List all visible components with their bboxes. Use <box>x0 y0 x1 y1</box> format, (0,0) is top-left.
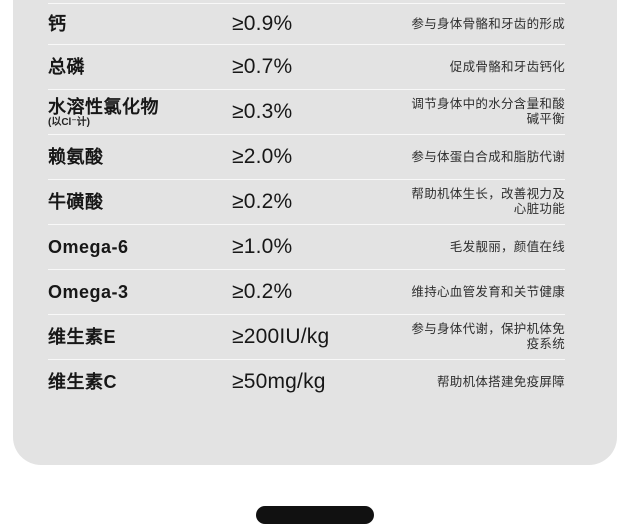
nutrient-benefit: 毛发靓丽，颜值在线 <box>449 239 565 254</box>
table-row-vitamin-c: 维生素C ≥50mg/kg 帮助机体搭建免疫屏障 <box>48 359 565 404</box>
nutrient-name: Omega-3 <box>48 282 129 302</box>
nutrient-name: 水溶性氯化物 <box>48 96 159 117</box>
nutrient-name-cell: 赖氨酸 <box>48 147 232 167</box>
next-section-card-edge <box>256 506 374 524</box>
nutrient-name: 总磷 <box>48 57 85 77</box>
nutrient-value: ≥0.7% <box>232 55 293 78</box>
nutrient-value: ≥0.9% <box>232 12 293 35</box>
nutrient-benefit: 参与体蛋白合成和脂肪代谢 <box>411 149 565 164</box>
nutrient-benefit: 维持心血管发育和关节健康 <box>411 284 565 299</box>
nutrient-benefit: 调节身体中的水分含量和酸 碱平衡 <box>411 97 565 126</box>
nutrient-name-cell: 钙 <box>48 14 232 34</box>
nutrient-name-cell: Omega-3 <box>48 282 232 302</box>
nutrient-name-cell: 维生素C <box>48 372 232 392</box>
nutrient-benefit: 促成骨骼和牙齿钙化 <box>449 59 565 74</box>
table-row-chloride: 水溶性氯化物 (以Cl⁻计) ≥0.3% 调节身体中的水分含量和酸 碱平衡 <box>48 89 565 134</box>
nutrient-value: ≥2.0% <box>232 145 293 168</box>
nutrient-value: ≥1.0% <box>232 235 293 258</box>
nutrient-name: 钙 <box>48 14 67 34</box>
nutrient-name-cell: 水溶性氯化物 (以Cl⁻计) <box>48 97 232 128</box>
nutrient-value: ≥0.2% <box>232 280 293 303</box>
nutrient-value: ≥200IU/kg <box>232 325 330 348</box>
nutrient-name-cell: Omega-6 <box>48 237 232 257</box>
nutrient-name: 赖氨酸 <box>48 147 104 167</box>
table-row-vitamin-e: 维生素E ≥200IU/kg 参与身体代谢，保护机体免 疫系统 <box>48 314 565 359</box>
nutrient-value: ≥50mg/kg <box>232 370 326 393</box>
nutrient-benefit: 帮助机体生长，改善视力及 心脏功能 <box>411 187 565 216</box>
table-row-taurine: 牛磺酸 ≥0.2% 帮助机体生长，改善视力及 心脏功能 <box>48 179 565 224</box>
nutrient-name: 牛磺酸 <box>48 192 104 212</box>
nutrient-name-cell: 维生素E <box>48 327 232 347</box>
nutrient-name-cell: 牛磺酸 <box>48 192 232 212</box>
nutrient-benefit: 参与身体代谢，保护机体免 疫系统 <box>411 322 565 351</box>
table-row-omega3: Omega-3 ≥0.2% 维持心血管发育和关节健康 <box>48 269 565 314</box>
nutrient-name-cell: 总磷 <box>48 57 232 77</box>
nutrient-value: ≥0.3% <box>232 100 293 123</box>
nutrient-value: ≥0.2% <box>232 190 293 213</box>
nutrition-table-card: 钙 ≥0.9% 参与身体骨骼和牙齿的形成 总磷 ≥0.7% 促成骨骼和牙齿钙化 … <box>13 0 617 465</box>
nutrient-name: 维生素E <box>48 327 117 347</box>
nutrient-name: Omega-6 <box>48 237 129 257</box>
nutrient-name-note: (以Cl⁻计) <box>48 116 90 128</box>
nutrition-table: 钙 ≥0.9% 参与身体骨骼和牙齿的形成 总磷 ≥0.7% 促成骨骼和牙齿钙化 … <box>48 3 565 404</box>
nutrient-name: 维生素C <box>48 372 117 392</box>
table-row-calcium: 钙 ≥0.9% 参与身体骨骼和牙齿的形成 <box>48 3 565 44</box>
table-row-phosphorus: 总磷 ≥0.7% 促成骨骼和牙齿钙化 <box>48 44 565 89</box>
nutrient-benefit: 参与身体骨骼和牙齿的形成 <box>411 16 565 31</box>
table-row-omega6: Omega-6 ≥1.0% 毛发靓丽，颜值在线 <box>48 224 565 269</box>
table-row-lysine: 赖氨酸 ≥2.0% 参与体蛋白合成和脂肪代谢 <box>48 134 565 179</box>
nutrient-benefit: 帮助机体搭建免疫屏障 <box>436 374 565 389</box>
